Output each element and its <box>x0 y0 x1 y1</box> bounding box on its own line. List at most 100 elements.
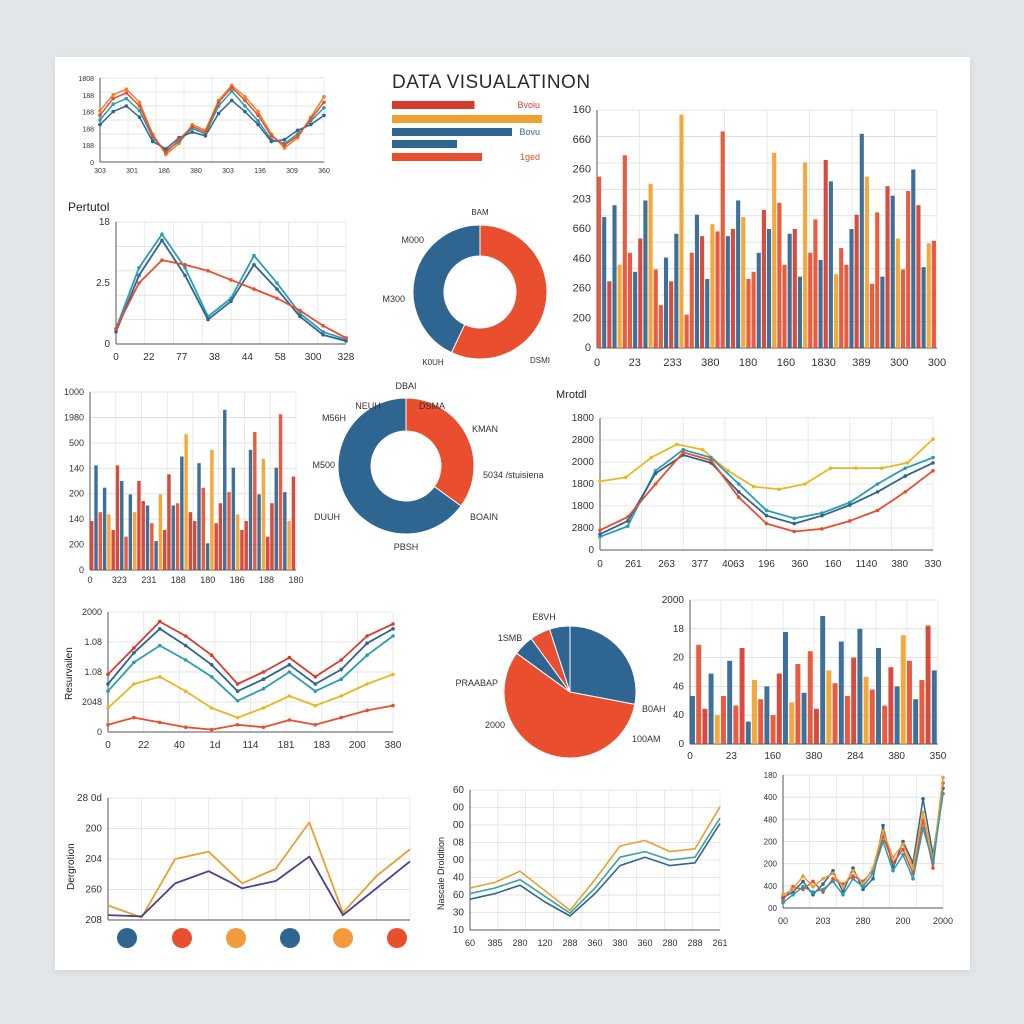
y-tick-label: 1800 <box>572 479 595 490</box>
y-tick-label: 60 <box>453 890 465 901</box>
y-tick-label: 40 <box>453 873 465 884</box>
bar <box>745 721 751 744</box>
legend-bar <box>392 128 512 136</box>
bar <box>235 514 240 570</box>
series-point <box>261 706 266 710</box>
series-point <box>313 675 318 679</box>
pie-label: M000 <box>401 235 424 245</box>
series-point <box>229 278 233 282</box>
series-point <box>183 725 188 729</box>
series-point <box>764 513 769 518</box>
bar <box>783 632 788 744</box>
legend-dot <box>387 928 407 948</box>
legend-dot <box>117 928 137 948</box>
x-tick-label: 160 <box>764 751 781 762</box>
bar <box>227 492 231 570</box>
legend-dot <box>172 928 192 948</box>
pie-label: BAM <box>471 208 489 217</box>
series-point <box>821 890 825 894</box>
series-point <box>675 442 679 447</box>
bar <box>751 271 756 348</box>
bar <box>658 305 663 348</box>
series-point <box>282 146 287 150</box>
series-point <box>820 511 824 515</box>
series-point <box>851 874 855 878</box>
bar <box>752 680 757 744</box>
bar <box>772 152 777 348</box>
series-point <box>298 308 302 313</box>
y-tick-label: 0 <box>90 160 94 167</box>
y-tick-label: 18 <box>99 217 111 228</box>
series-point <box>709 458 713 463</box>
series-point <box>183 273 187 278</box>
x-tick-label: 261 <box>712 938 727 948</box>
series-point <box>209 706 214 710</box>
x-tick-label: 377 <box>692 559 709 570</box>
x-tick-label: 380 <box>888 751 905 762</box>
bar <box>767 229 772 348</box>
series-point <box>911 866 915 870</box>
bar <box>696 644 702 744</box>
x-tick-label: 231 <box>141 575 156 585</box>
y-tick-label: 46 <box>673 681 685 692</box>
series-point <box>287 670 292 674</box>
series-point <box>365 634 369 638</box>
x-tick-label: 183 <box>313 740 330 751</box>
legend-bar-label: 1ged <box>520 152 540 162</box>
x-tick-label: 380 <box>701 357 719 369</box>
bar <box>916 205 921 348</box>
x-tick-label: 2000 <box>933 916 953 926</box>
pie-label: BOAIN <box>470 512 498 522</box>
series-point <box>792 516 797 521</box>
bar <box>684 314 689 348</box>
series-point <box>261 670 266 674</box>
y-tick-label: 200 <box>69 540 84 550</box>
x-tick-label: 309 <box>286 168 298 175</box>
series-point <box>287 655 292 660</box>
bar <box>261 458 266 570</box>
series-point <box>190 124 195 129</box>
series-point <box>106 672 110 677</box>
series-point <box>903 466 908 470</box>
series-point <box>854 466 858 470</box>
series-point <box>252 287 256 291</box>
series-point <box>791 890 795 894</box>
x-tick-label: 284 <box>847 751 864 762</box>
series-line <box>107 627 394 693</box>
bar <box>167 474 171 570</box>
chart-ylabel: Mrotdl <box>556 389 587 401</box>
pie-label: M56H <box>322 413 346 423</box>
series-point <box>256 113 260 118</box>
series-point <box>751 484 756 489</box>
legend-bar-label: Bovu <box>519 127 540 137</box>
bar <box>739 648 745 744</box>
y-tick-label: 00 <box>453 820 465 831</box>
series-point <box>791 887 795 892</box>
y-tick-label: 208 <box>85 915 102 926</box>
series-point <box>365 708 369 713</box>
bar <box>708 673 714 744</box>
bar <box>721 696 726 744</box>
y-tick-label: 60 <box>453 785 465 796</box>
legend-dot <box>280 928 300 948</box>
series-point <box>295 134 300 138</box>
x-tick-label: 380 <box>891 559 908 570</box>
bar <box>648 183 653 348</box>
y-tick-label: 188 <box>82 143 94 150</box>
x-tick-label: 23 <box>726 751 738 762</box>
bar <box>832 683 838 744</box>
series-point <box>321 323 325 328</box>
series-point <box>98 113 102 118</box>
bar <box>857 628 863 744</box>
chart-ylabel: Resurvailen <box>64 647 75 700</box>
series-point <box>322 113 326 118</box>
bar <box>627 252 633 348</box>
series-point <box>229 89 234 93</box>
bar <box>124 536 128 570</box>
series-point <box>137 100 142 105</box>
bar <box>107 514 111 570</box>
y-tick-label: 160 <box>573 104 591 116</box>
bar <box>700 236 705 348</box>
series-point <box>339 677 343 681</box>
